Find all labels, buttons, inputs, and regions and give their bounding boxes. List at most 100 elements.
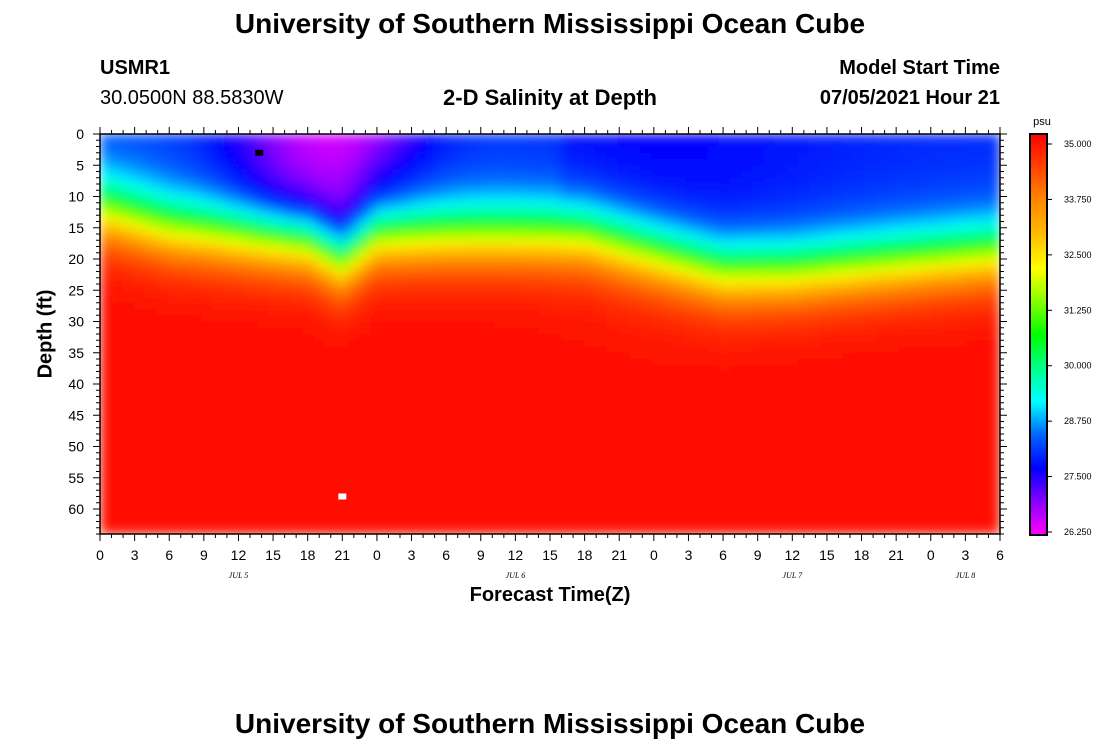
heatmap-cell	[808, 415, 821, 423]
heatmap-cell	[313, 315, 326, 323]
heatmap-cell	[910, 396, 922, 404]
heatmap-cell	[482, 390, 495, 398]
heatmap-cell	[718, 346, 731, 354]
heatmap-cell	[122, 365, 135, 373]
heatmap-cell	[122, 134, 135, 141]
heatmap-cell	[673, 196, 686, 204]
heatmap-cell	[347, 434, 360, 441]
heatmap-cell	[730, 177, 742, 185]
heatmap-cell	[223, 152, 236, 160]
heatmap-cell	[527, 202, 540, 210]
heatmap-cell	[246, 509, 259, 516]
heatmap-cell	[482, 477, 495, 485]
heatmap-cell	[797, 284, 810, 291]
heatmap-cell	[471, 177, 484, 185]
heatmap-cell	[730, 302, 742, 310]
heatmap-cell	[718, 452, 731, 460]
heatmap-cell	[561, 177, 574, 185]
heatmap-cell	[741, 346, 754, 354]
heatmap-cell	[853, 484, 866, 491]
heatmap-cell	[325, 496, 337, 504]
heatmap-cell	[561, 390, 574, 398]
heatmap-cell	[212, 390, 225, 398]
heatmap-cell	[808, 134, 821, 141]
heatmap-cell	[325, 459, 337, 466]
heatmap-cell	[955, 140, 967, 148]
heatmap-cell	[403, 396, 416, 404]
heatmap-cell	[347, 346, 360, 354]
heatmap-cell	[898, 177, 911, 185]
heatmap-cell	[707, 377, 720, 385]
heatmap-cell	[257, 165, 270, 173]
heatmap-cell	[640, 490, 652, 498]
heatmap-cell	[268, 384, 281, 391]
heatmap-cell	[865, 315, 877, 323]
heatmap-cell	[651, 196, 664, 204]
heatmap-cell	[392, 365, 405, 373]
heatmap-cell	[167, 409, 180, 416]
heatmap-cell	[876, 377, 889, 385]
heatmap-cell	[955, 315, 967, 323]
heatmap-cell	[381, 527, 394, 534]
heatmap-cell	[325, 190, 337, 198]
heatmap-cell	[876, 396, 889, 404]
heatmap-cell	[415, 259, 427, 266]
heatmap-cell	[550, 346, 562, 354]
heatmap-cell	[808, 452, 821, 460]
heatmap-cell	[201, 152, 214, 160]
heatmap-cell	[201, 371, 214, 379]
heatmap-cell	[493, 371, 506, 379]
heatmap-cell	[516, 215, 529, 223]
heatmap-cell	[640, 415, 652, 423]
heatmap-cell	[853, 390, 866, 398]
heatmap-cell	[246, 284, 259, 291]
heatmap-cell	[370, 171, 382, 179]
heatmap-cell	[707, 296, 720, 304]
heatmap-cell	[651, 359, 664, 366]
heatmap-cell	[696, 477, 709, 485]
heatmap-cell	[336, 277, 349, 285]
heatmap-cell	[156, 234, 169, 241]
heatmap-cell	[426, 209, 439, 216]
heatmap-cell	[696, 409, 709, 416]
heatmap-cell	[741, 140, 754, 148]
heatmap-cell	[403, 246, 416, 254]
heatmap-cell	[358, 234, 371, 241]
heatmap-cell	[853, 171, 866, 179]
heatmap-cell	[707, 477, 720, 485]
heatmap-cell	[505, 440, 517, 448]
heatmap-cell	[381, 346, 394, 354]
heatmap-cell	[943, 140, 956, 148]
heatmap-cell	[156, 327, 169, 335]
heatmap-cell	[381, 146, 394, 154]
heatmap-cell	[381, 359, 394, 366]
heatmap-cell	[932, 415, 945, 423]
heatmap-cell	[235, 440, 247, 448]
heatmap-cell	[505, 302, 517, 310]
heatmap-cell	[955, 284, 967, 291]
heatmap-cell	[707, 171, 720, 179]
heatmap-cell	[820, 521, 832, 529]
heatmap-cell	[820, 284, 832, 291]
heatmap-cell	[392, 265, 405, 273]
heatmap-cell	[392, 302, 405, 310]
heatmap-cell	[943, 409, 956, 416]
heatmap-cell	[921, 227, 934, 235]
heatmap-cell	[381, 490, 394, 498]
heatmap-cell	[775, 284, 787, 291]
heatmap-cell	[167, 446, 180, 454]
heatmap-cell	[370, 184, 382, 191]
heatmap-cell	[246, 446, 259, 454]
heatmap-cell	[336, 196, 349, 204]
heatmap-cell	[460, 371, 472, 379]
heatmap-cell	[460, 221, 472, 229]
heatmap-cell	[313, 302, 326, 310]
heatmap-cell	[865, 446, 877, 454]
heatmap-cell	[145, 284, 157, 291]
heatmap-cell	[538, 227, 551, 235]
heatmap-cell	[100, 159, 112, 166]
heatmap-cell	[336, 515, 349, 523]
heatmap-cell	[426, 196, 439, 204]
heatmap-cell	[865, 371, 877, 379]
heatmap-cell	[797, 252, 810, 260]
